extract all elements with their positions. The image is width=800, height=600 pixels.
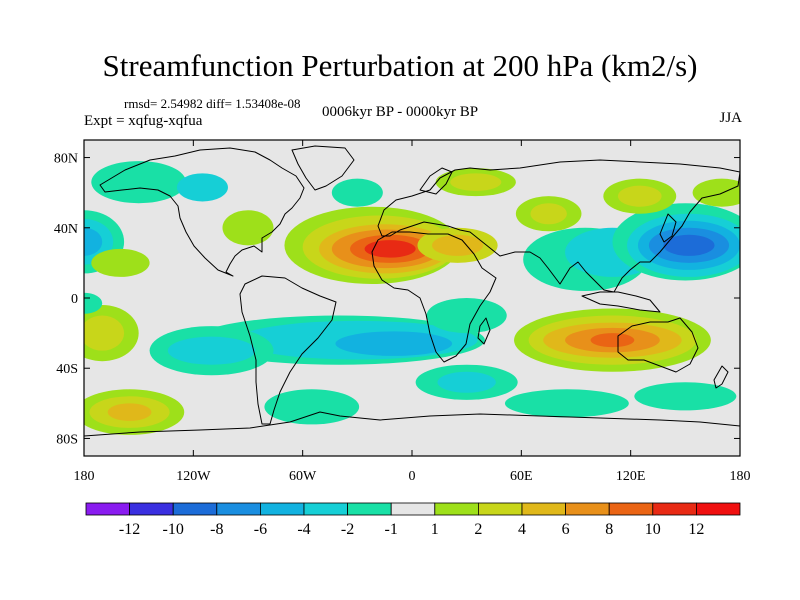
coastlines <box>84 145 740 437</box>
period-label: 0006kyr BP - 0000kyr BP <box>322 104 479 120</box>
coastline-antarctica <box>84 411 740 437</box>
colorbar: -12 -10 -8 -6 -4 -2 -1 1 2 4 6 8 10 12 <box>85 502 741 538</box>
longitude-axis: 180 120W 60W 0 60E 120E 180 <box>74 140 751 484</box>
coastline-australia <box>617 317 699 373</box>
colorbar-swatch <box>259 502 305 516</box>
west-atlantic-high-contour <box>222 210 274 246</box>
colorbar-swatch <box>521 502 566 516</box>
coastline-south-america <box>239 275 337 425</box>
lat-tick-label: 80N <box>54 152 78 167</box>
antarctic-low-contour <box>264 389 360 425</box>
central-asia-high-contour <box>530 203 567 225</box>
coastline-madagascar <box>477 317 491 345</box>
south-pacific-high-far-contour <box>107 403 152 421</box>
south-pacific-low-contour <box>167 336 256 365</box>
coastline-indonesia <box>581 291 661 313</box>
coastline-africa <box>371 231 497 363</box>
colorbar-label: 10 <box>645 521 661 538</box>
colorbar-label: -8 <box>210 521 223 538</box>
colorbar-swatch <box>696 502 741 516</box>
lon-tick-label: 180 <box>730 469 751 484</box>
north-pacific-high-contour <box>176 173 228 202</box>
coastline-eurasia <box>377 159 740 293</box>
lon-tick-label: 120E <box>616 469 646 484</box>
colorbar-label: 2 <box>474 521 482 538</box>
indian-ocean-low-contour <box>426 298 507 334</box>
australia-high-contour <box>590 333 635 348</box>
lon-tick-label: 120W <box>176 469 211 484</box>
colorbar-swatch <box>129 502 174 516</box>
coastline-japan <box>659 213 677 243</box>
lon-tick-label: 180 <box>74 469 95 484</box>
figure-title: Streamfunction Perturbation at 200 hPa (… <box>102 48 698 83</box>
colorbar-swatch <box>434 502 479 516</box>
east-asia-high-contour <box>617 185 662 207</box>
west-pacific-low-contour <box>663 234 715 256</box>
southern-ocean-low-contour <box>634 382 737 411</box>
colorbar-label: -1 <box>385 521 398 538</box>
lat-tick-label: 40N <box>54 222 78 237</box>
colorbar-label: 8 <box>605 521 613 538</box>
colorbar-swatch <box>390 502 436 516</box>
colorbar-swatch <box>216 502 261 516</box>
north-atlantic-low-contour <box>331 178 383 207</box>
coastline-north-america <box>99 147 305 277</box>
south-pacific-high-contour <box>84 315 125 351</box>
east-asia-high-contour <box>692 178 740 207</box>
southern-ocean-low-contour <box>504 389 629 418</box>
colorbar-label: -2 <box>341 521 354 538</box>
colorbar-label: 6 <box>562 521 570 538</box>
colorbar-swatch <box>565 502 610 516</box>
colorbar-label: -4 <box>297 521 310 538</box>
south-atlantic-low-contour <box>335 331 453 356</box>
colorbar-label: -12 <box>119 521 140 538</box>
coastline-scandinavia <box>419 167 453 195</box>
north-africa-high-contour <box>364 240 416 258</box>
coastline-greenland <box>291 145 355 191</box>
coastline-new-zealand <box>713 365 729 389</box>
lon-tick-label: 60W <box>289 469 317 484</box>
lon-tick-label: 0 <box>409 469 416 484</box>
lat-tick-label: 40S <box>56 362 78 377</box>
rmsd-stats: rmsd= 2.54982 diff= 1.53408e-08 <box>124 96 301 111</box>
lat-tick-label: 0 <box>71 292 78 307</box>
colorbar-label: -6 <box>254 521 267 538</box>
colorbar-swatch <box>347 502 392 516</box>
season-label: JJA <box>719 110 742 126</box>
colorbar-swatch <box>477 502 523 516</box>
south-indian-low-contour <box>437 371 496 393</box>
colorbar-swatch <box>652 502 697 516</box>
colorbar-label: 12 <box>688 521 704 538</box>
colorbar-label: -10 <box>163 521 184 538</box>
colorbar-swatch <box>608 502 654 516</box>
colorbar-swatch <box>85 502 130 516</box>
latitude-axis: 80N 40N 0 40S 80S <box>54 152 740 447</box>
mediterranean-high-contour <box>432 234 484 256</box>
west-us-high-contour <box>91 248 150 277</box>
lon-tick-label: 60E <box>510 469 533 484</box>
experiment-label: Expt = xqfug-xqfua <box>84 113 203 129</box>
colorbar-label: 1 <box>431 521 439 538</box>
colorbar-swatch <box>303 502 348 516</box>
colorbar-label: 4 <box>518 521 526 538</box>
arctic-europe-high-contour <box>450 173 502 191</box>
east-pacific-low-contour <box>84 227 103 256</box>
colorbar-swatch <box>172 502 218 516</box>
lat-tick-label: 80S <box>56 432 78 447</box>
